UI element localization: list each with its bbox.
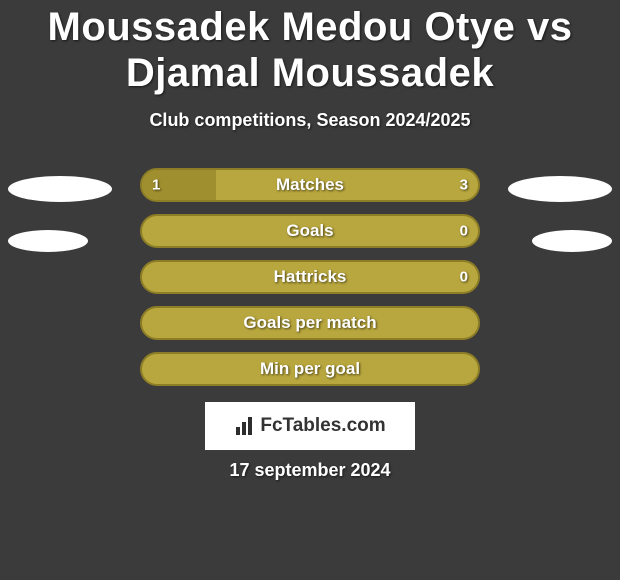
stat-value-right: 0 [460, 223, 468, 240]
side-oval [532, 230, 612, 252]
comparison-subtitle: Club competitions, Season 2024/2025 [0, 110, 620, 131]
stat-row: Goals 0 [140, 214, 480, 248]
snapshot-date: 17 september 2024 [0, 460, 620, 481]
stat-row: Matches 1 3 [140, 168, 480, 202]
fctables-logo: FcTables.com [205, 402, 415, 450]
logo-text: FcTables.com [260, 415, 385, 437]
stat-row: Hattricks 0 [140, 260, 480, 294]
side-oval [508, 176, 612, 202]
bar-chart-icon [234, 415, 256, 437]
stat-label: Matches [276, 175, 344, 195]
stat-label: Hattricks [274, 267, 347, 287]
side-oval [8, 176, 112, 202]
stat-label: Min per goal [260, 359, 360, 379]
comparison-title: Moussadek Medou Otye vs Djamal Moussadek [0, 0, 620, 96]
stat-row: Min per goal [140, 352, 480, 386]
stat-row: Goals per match [140, 306, 480, 340]
stat-label: Goals [286, 221, 333, 241]
stat-value-right: 3 [460, 177, 468, 194]
stat-value-left: 1 [152, 177, 160, 194]
stat-label: Goals per match [243, 313, 376, 333]
side-oval [8, 230, 88, 252]
stat-bars: Matches 1 3 Goals 0 Hattricks 0 Goals per match… [140, 168, 480, 398]
stat-value-right: 0 [460, 269, 468, 286]
